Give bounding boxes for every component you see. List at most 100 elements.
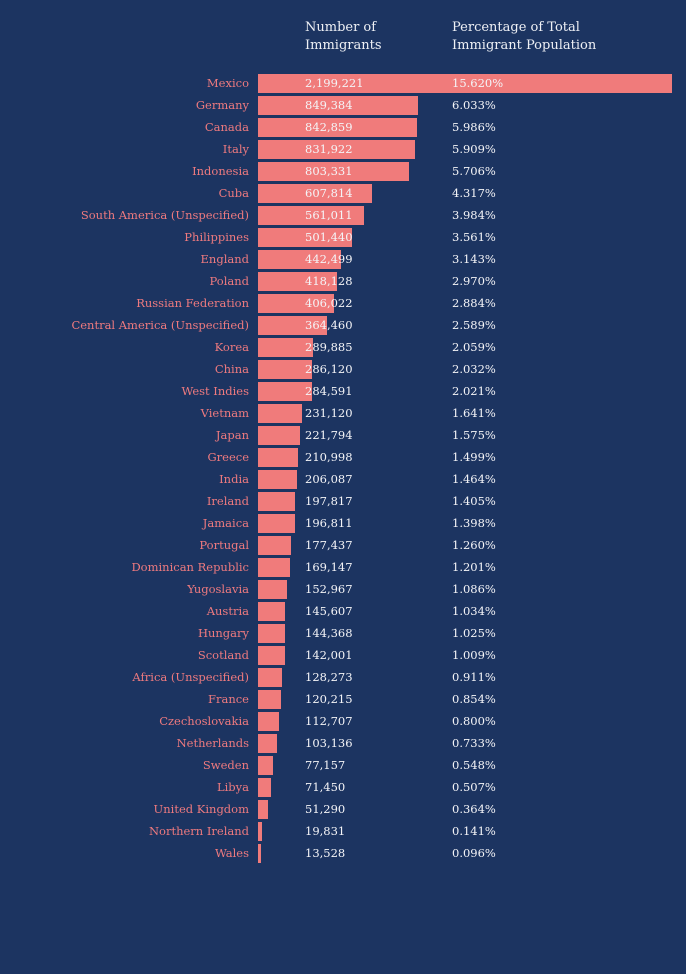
bar bbox=[258, 360, 312, 379]
bar bbox=[258, 338, 313, 357]
percentage-label: 3.143% bbox=[452, 252, 496, 266]
value-label: 152,967 bbox=[305, 582, 353, 596]
bar bbox=[258, 426, 300, 445]
percentage-label: 1.260% bbox=[452, 538, 496, 552]
bar bbox=[258, 778, 272, 797]
bar bbox=[258, 74, 672, 93]
percentage-label: 1.201% bbox=[452, 560, 496, 574]
bar bbox=[258, 272, 337, 291]
bar bbox=[258, 624, 286, 643]
bar bbox=[258, 822, 262, 841]
value-label: 849,384 bbox=[305, 98, 353, 112]
bar bbox=[258, 514, 296, 533]
percentage-label: 5.706% bbox=[452, 164, 496, 178]
value-label: 145,607 bbox=[305, 604, 353, 618]
value-label: 607,814 bbox=[305, 186, 353, 200]
category-label: China bbox=[214, 362, 249, 376]
percentage-label: 0.096% bbox=[452, 846, 496, 860]
category-label: Philippines bbox=[184, 230, 249, 244]
bar bbox=[258, 228, 353, 247]
category-label: Jamaica bbox=[202, 516, 249, 530]
bar bbox=[258, 558, 290, 577]
category-label: Indonesia bbox=[192, 164, 249, 178]
percentage-label: 5.986% bbox=[452, 120, 496, 134]
category-label: Poland bbox=[209, 274, 250, 288]
category-label: Vietnam bbox=[200, 406, 249, 420]
value-label: 406,022 bbox=[305, 296, 353, 310]
percentage-label: 1.086% bbox=[452, 582, 496, 596]
category-label: Austria bbox=[206, 604, 249, 618]
value-label: 169,147 bbox=[305, 560, 353, 574]
value-label: 144,368 bbox=[305, 626, 353, 640]
category-label: South America (Unspecified) bbox=[80, 208, 249, 222]
value-label: 196,811 bbox=[305, 516, 353, 530]
category-label: United Kingdom bbox=[153, 802, 249, 816]
value-label: 13,528 bbox=[305, 846, 346, 860]
value-label: 289,885 bbox=[305, 340, 353, 354]
bar bbox=[258, 734, 278, 753]
category-label: Portugal bbox=[199, 538, 249, 552]
value-label: 831,922 bbox=[305, 142, 353, 156]
category-label: Northern Ireland bbox=[148, 824, 249, 838]
value-label: 128,273 bbox=[305, 670, 353, 684]
value-label: 2,199,221 bbox=[305, 76, 364, 90]
category-label: Scotland bbox=[197, 648, 249, 662]
percentage-label: 1.405% bbox=[452, 494, 496, 508]
bar bbox=[258, 250, 342, 269]
percentage-label: 0.733% bbox=[452, 736, 496, 750]
percentage-label: 1.499% bbox=[452, 450, 496, 464]
percentage-label: 2.970% bbox=[452, 274, 496, 288]
category-label: Greece bbox=[207, 450, 249, 464]
category-label: Netherlands bbox=[176, 736, 249, 750]
category-label: Dominican Republic bbox=[131, 560, 249, 574]
value-label: 221,794 bbox=[305, 428, 353, 442]
percentage-label: 2.884% bbox=[452, 296, 496, 310]
category-label: Libya bbox=[216, 780, 249, 794]
value-label: 364,460 bbox=[305, 318, 353, 332]
header-number-of-immigrants: Number of Immigrants bbox=[305, 20, 382, 53]
percentage-label: 1.641% bbox=[452, 406, 496, 420]
percentage-label: 0.364% bbox=[452, 802, 496, 816]
category-label: India bbox=[219, 472, 249, 486]
value-label: 842,859 bbox=[305, 120, 353, 134]
bar bbox=[258, 690, 281, 709]
percentage-label: 6.033% bbox=[452, 98, 496, 112]
bar bbox=[258, 382, 312, 401]
percentage-label: 15.620% bbox=[452, 76, 504, 90]
bar bbox=[258, 602, 286, 621]
category-label: Mexico bbox=[206, 76, 249, 90]
percentage-label: 5.909% bbox=[452, 142, 496, 156]
value-label: 177,437 bbox=[305, 538, 353, 552]
percentage-label: 3.984% bbox=[452, 208, 496, 222]
percentage-label: 0.800% bbox=[452, 714, 496, 728]
percentage-label: 2.059% bbox=[452, 340, 496, 354]
percentage-label: 0.854% bbox=[452, 692, 496, 706]
percentage-label: 4.317% bbox=[452, 186, 496, 200]
bar bbox=[258, 492, 296, 511]
value-label: 418,128 bbox=[305, 274, 353, 288]
bar bbox=[258, 844, 261, 863]
category-label: Wales bbox=[214, 846, 249, 860]
value-label: 112,707 bbox=[305, 714, 353, 728]
value-label: 103,136 bbox=[305, 736, 353, 750]
category-label: Africa (Unspecified) bbox=[132, 670, 249, 684]
bar bbox=[258, 184, 373, 203]
category-label: Canada bbox=[204, 120, 249, 134]
bar bbox=[258, 162, 410, 181]
value-label: 501,440 bbox=[305, 230, 353, 244]
value-label: 120,215 bbox=[305, 692, 353, 706]
header-percentage: Percentage of Total Immigrant Population bbox=[452, 20, 597, 53]
bar bbox=[258, 646, 285, 665]
category-label: England bbox=[200, 252, 249, 266]
category-label: Yugoslavia bbox=[187, 582, 249, 596]
category-label: France bbox=[208, 692, 249, 706]
bar bbox=[258, 580, 287, 599]
category-label: Korea bbox=[214, 340, 249, 354]
percentage-label: 2.589% bbox=[452, 318, 496, 332]
percentage-label: 2.021% bbox=[452, 384, 496, 398]
category-label: Russian Federation bbox=[136, 296, 249, 310]
value-label: 197,817 bbox=[305, 494, 353, 508]
percentage-label: 2.032% bbox=[452, 362, 496, 376]
bar bbox=[258, 140, 415, 159]
